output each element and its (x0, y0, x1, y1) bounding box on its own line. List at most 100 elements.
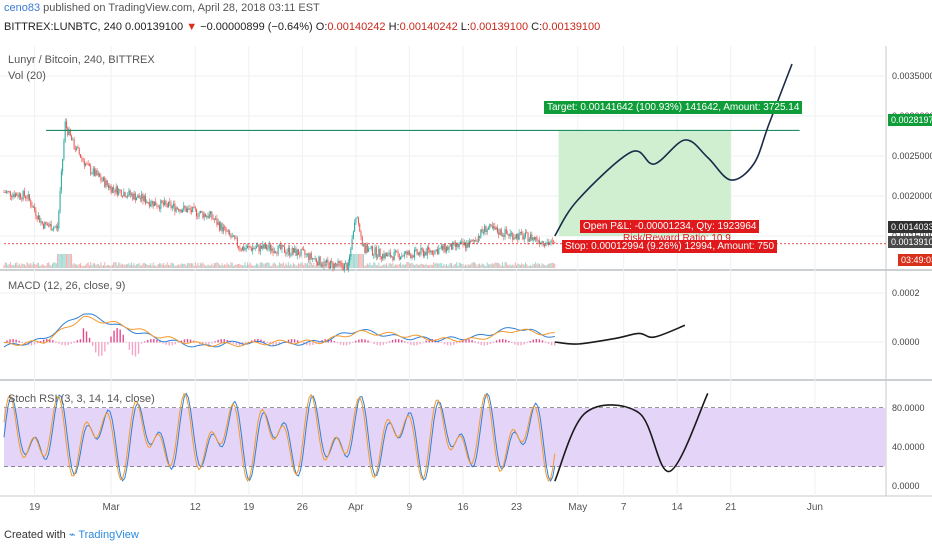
macd-histogram-bar (508, 340, 510, 343)
profit-zone[interactable] (558, 130, 731, 236)
candle (193, 206, 195, 208)
target-label[interactable]: Target: 0.00141642 (100.93%) 141642, Amo… (544, 101, 803, 114)
candle (553, 241, 555, 242)
volume-bar (152, 262, 154, 268)
volume-pane-title: Vol (20) (8, 70, 46, 82)
volume-bar (213, 262, 215, 268)
macd-histogram-bar (336, 342, 339, 344)
candle (416, 249, 418, 255)
volume-bar (201, 263, 203, 268)
macd-histogram-bar (128, 342, 131, 350)
macd-histogram-bar (376, 342, 378, 346)
candle (443, 243, 445, 250)
volume-bar (300, 262, 302, 268)
macd-histogram-bar (523, 342, 525, 345)
volume-bar (310, 262, 312, 268)
candle (201, 211, 203, 213)
candle (519, 231, 521, 233)
candle (359, 223, 361, 232)
macd-histogram-bar (67, 342, 69, 346)
candle (449, 243, 451, 247)
volume-bar (174, 265, 176, 268)
volume-bar (443, 263, 445, 268)
candle (309, 253, 311, 260)
volume-bar (226, 262, 228, 268)
candle (412, 255, 414, 258)
macd-histogram-bar (58, 342, 60, 344)
volume-bar (63, 254, 65, 268)
macd-histogram-bar (391, 339, 394, 343)
volume-bar (513, 265, 515, 268)
volume-bar (83, 265, 85, 268)
candle (329, 260, 331, 269)
candle (39, 215, 41, 223)
volume-bar (17, 265, 19, 268)
candle (462, 241, 464, 246)
candle (436, 249, 439, 255)
volume-bar (388, 263, 390, 268)
volume-bar (39, 265, 41, 268)
macd-histogram-bar (15, 339, 17, 343)
macd-histogram-bar (324, 339, 326, 343)
candle (189, 208, 191, 210)
volume-bar (480, 265, 482, 268)
volume-bar (8, 264, 10, 268)
volume-bar (298, 263, 300, 268)
candle (136, 197, 138, 201)
volume-bar (398, 263, 400, 268)
candle (487, 228, 490, 230)
candle (188, 208, 190, 210)
volume-bar (417, 264, 419, 268)
volume-bar (252, 265, 254, 268)
volume-bar (257, 263, 259, 268)
volume-bar (244, 262, 246, 268)
candle (63, 140, 65, 160)
candle (16, 193, 18, 196)
x-axis-label: 23 (511, 502, 523, 513)
macd-histogram-bar (107, 342, 109, 345)
candle (45, 221, 47, 224)
candle (357, 217, 359, 224)
candle (275, 251, 277, 253)
volume-bar (11, 265, 13, 268)
candle (142, 194, 144, 202)
symbol-name[interactable]: BITTREX:LUNBTC, 240 (4, 21, 122, 33)
macd-histogram-bar (95, 342, 97, 353)
volume-bar (482, 264, 484, 268)
volume-bar (162, 262, 164, 268)
candle (132, 194, 134, 200)
candle (148, 202, 150, 207)
candle (322, 265, 324, 267)
volume-bar (245, 265, 247, 268)
macd-histogram-bar (526, 342, 528, 344)
candle (419, 252, 421, 255)
open-value: 0.00140242 (327, 21, 386, 33)
volume-bar (229, 265, 231, 268)
author-link[interactable]: ceno83 (4, 2, 41, 14)
macd-histogram-bar (474, 341, 476, 343)
candle (408, 251, 410, 255)
candle (241, 246, 243, 251)
candle (25, 196, 27, 199)
volume-bar (40, 265, 42, 268)
tradingview-brand[interactable]: TradingView (78, 529, 139, 541)
volume-bar (312, 265, 314, 268)
volume-bar (45, 265, 47, 268)
volume-bar (54, 262, 56, 268)
volume-bar (133, 263, 135, 268)
candle (73, 139, 75, 150)
candle (254, 248, 256, 250)
volume-bar (43, 264, 45, 268)
volume-bar (147, 265, 149, 268)
volume-bar (397, 264, 399, 268)
price-axis-label: 0.00200000 (892, 191, 932, 201)
macd-histogram-bar (131, 342, 134, 356)
candle (31, 205, 33, 208)
volume-bar (275, 263, 277, 268)
volume-bar (263, 264, 265, 268)
candle (51, 229, 53, 231)
open-pnl-label[interactable]: Open P&L: -0.00001234, Qty: 1923964 (580, 220, 760, 233)
volume-bar (438, 263, 440, 268)
stop-label[interactable]: Stop: 0.00012994 (9.26%) 12994, Amount: … (562, 240, 778, 253)
